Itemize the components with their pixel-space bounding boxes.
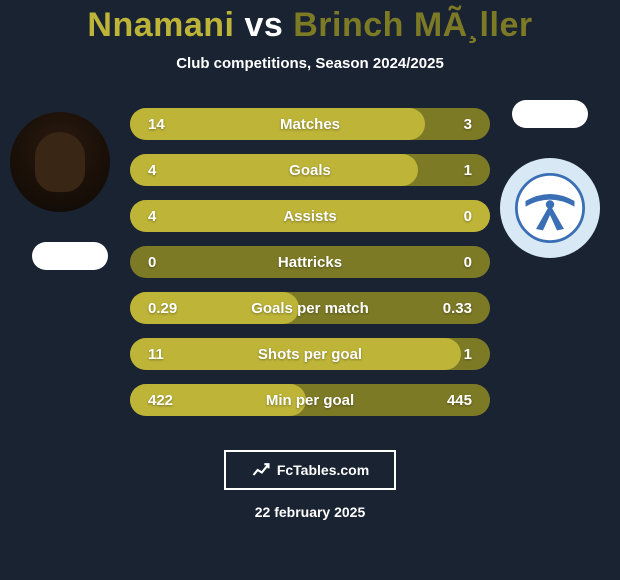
stat-label: Goals [200, 162, 420, 179]
stat-left-value: 0.29 [130, 300, 200, 317]
stat-right-value: 0 [420, 254, 490, 271]
stat-left-value: 14 [130, 116, 200, 133]
stat-right-value: 1 [420, 346, 490, 363]
flag-right [512, 100, 588, 128]
page-title: Nnamani vs Brinch MÃ¸ller [0, 0, 620, 45]
title-vs: vs [244, 6, 283, 44]
stat-left-value: 11 [130, 346, 200, 363]
comparison-area: 14Matches34Goals14Assists00Hattricks00.2… [0, 102, 620, 422]
stat-label: Min per goal [200, 392, 420, 409]
title-right: Brinch MÃ¸ller [293, 6, 532, 44]
stat-row: 14Matches3 [130, 108, 490, 140]
player-left-avatar [10, 112, 110, 212]
stat-row: 4Goals1 [130, 154, 490, 186]
title-left: Nnamani [87, 6, 234, 44]
stat-row: 4Assists0 [130, 200, 490, 232]
stat-left-value: 0 [130, 254, 200, 271]
stat-right-value: 1 [420, 162, 490, 179]
stat-row: 0Hattricks0 [130, 246, 490, 278]
stat-row: 11Shots per goal1 [130, 338, 490, 370]
stat-label: Goals per match [200, 300, 420, 317]
subtitle: Club competitions, Season 2024/2025 [0, 55, 620, 72]
stat-rows: 14Matches34Goals14Assists00Hattricks00.2… [130, 108, 490, 416]
brand-text: FcTables.com [277, 462, 369, 478]
stat-left-value: 4 [130, 208, 200, 225]
club-badge-icon [515, 173, 585, 243]
stat-row: 0.29Goals per match0.33 [130, 292, 490, 324]
flag-left [32, 242, 108, 270]
stat-label: Hattricks [200, 254, 420, 271]
stat-label: Matches [200, 116, 420, 133]
stat-right-value: 0 [420, 208, 490, 225]
player-right-club-badge [500, 158, 600, 258]
stat-label: Assists [200, 208, 420, 225]
stat-row: 422Min per goal445 [130, 384, 490, 416]
brand-badge[interactable]: FcTables.com [224, 450, 396, 490]
stat-right-value: 3 [420, 116, 490, 133]
stat-right-value: 445 [420, 392, 490, 409]
stat-left-value: 4 [130, 162, 200, 179]
stat-label: Shots per goal [200, 346, 420, 363]
chart-up-icon [251, 460, 271, 480]
stat-left-value: 422 [130, 392, 200, 409]
stat-right-value: 0.33 [420, 300, 490, 317]
footer-date: 22 february 2025 [0, 504, 620, 520]
